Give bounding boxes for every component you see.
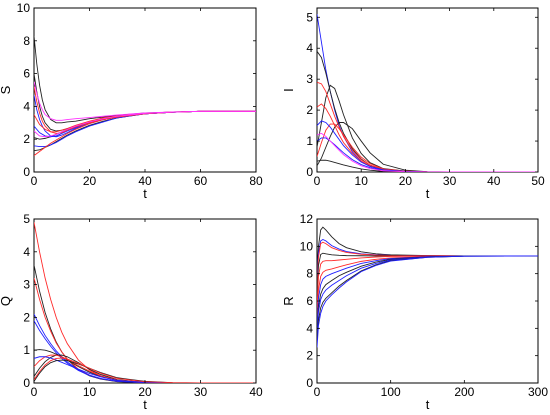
y-tick-label: 3 [306,72,313,86]
series-line-4 [317,122,538,172]
y-axis-label: S [0,85,13,94]
y-tick-label: 3 [23,278,30,292]
y-tick-label: 4 [23,245,30,259]
plot-area [33,218,257,384]
series-group [34,222,256,383]
plot-area [316,218,539,384]
series-group [317,226,538,348]
y-tick-label: 2 [23,132,30,146]
x-tick-label: 50 [531,174,545,188]
x-tick-label: 100 [381,385,401,399]
y-tick-label: 4 [306,41,313,55]
series-line-11 [34,357,256,383]
x-tick-label: 40 [487,174,501,188]
y-tick-label: 6 [23,67,30,81]
y-tick-label: 10 [17,1,31,15]
x-tick-label: 20 [138,385,152,399]
x-tick-label: 200 [454,385,474,399]
y-tick-label: 1 [306,134,313,148]
x-tick-label: 80 [249,174,263,188]
x-axis-label: t [426,186,430,201]
series-line-11 [317,255,538,348]
x-tick-label: 30 [443,174,457,188]
series-group [34,35,256,156]
chart-panel-Q: 0 10 20 30 40 0 1 2 3 4 5 t Q [0,212,263,412]
y-axis-label: I [281,88,296,92]
x-tick-label: 0 [31,385,38,399]
y-tick-label: 5 [306,10,313,24]
y-tick-label: 2 [306,103,313,117]
y-tick-label: 0 [306,376,313,390]
x-tick-label: 20 [399,174,413,188]
x-tick-label: 0 [314,385,321,399]
y-tick-label: 10 [300,239,314,253]
y-tick-label: 0 [306,165,313,179]
y-tick-label: 6 [306,294,313,308]
y-tick-label: 12 [300,212,314,226]
y-axis-label: R [281,296,296,305]
y-tick-label: 8 [23,34,30,48]
plot-area [316,7,539,173]
x-tick-label: 0 [314,174,321,188]
chart-panel-S: 0 20 40 60 80 0 2 4 6 8 10 t S [0,1,263,201]
x-tick-label: 60 [194,174,208,188]
chart-panel-R: 0 100 200 300 0 2 4 6 8 10 12 t R [281,212,548,412]
x-tick-label: 300 [528,385,548,399]
x-axis-label: t [426,397,430,412]
x-tick-label: 30 [194,385,208,399]
x-tick-label: 10 [83,385,97,399]
x-tick-label: 10 [355,174,369,188]
series-line-11 [317,132,538,172]
y-tick-label: 5 [23,212,30,226]
y-tick-label: 4 [23,99,30,113]
series-line-12 [34,110,256,138]
y-tick-label: 2 [23,310,30,324]
chart-panel-I: 0 10 20 30 40 50 0 1 2 3 4 5 t I [281,7,545,201]
y-axis-label: Q [0,296,13,306]
plot-area [33,7,257,173]
y-tick-label: 2 [306,349,313,363]
y-tick-label: 0 [23,376,30,390]
x-tick-label: 40 [138,174,152,188]
y-tick-label: 4 [306,321,313,335]
x-tick-label: 0 [31,174,38,188]
x-axis-label: t [143,397,147,412]
x-tick-label: 40 [249,385,263,399]
y-tick-label: 8 [306,267,313,281]
series-line-5 [317,255,538,308]
y-tick-label: 1 [23,343,30,357]
y-tick-label: 0 [23,165,30,179]
series-group [317,14,538,172]
x-axis-label: t [143,186,147,201]
x-tick-label: 20 [83,174,97,188]
